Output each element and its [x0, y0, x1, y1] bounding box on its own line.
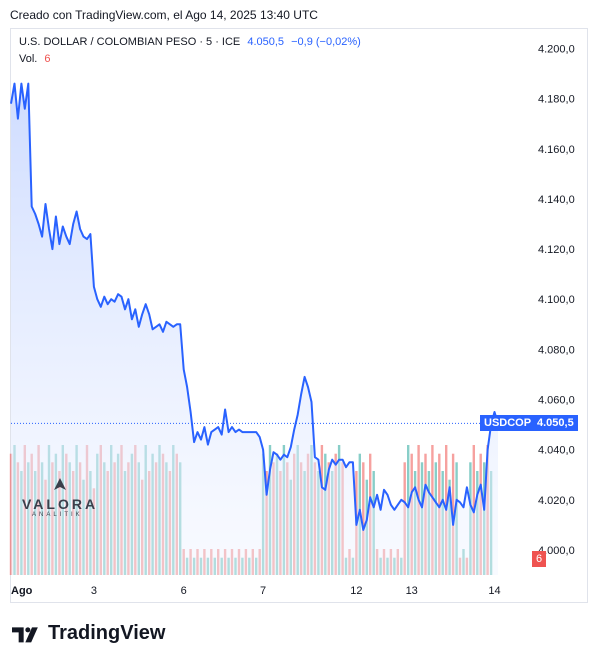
- symbol-tag: USDCOP: [480, 415, 536, 432]
- price-change: −0,9 (−0,02%): [291, 36, 361, 48]
- x-tick-label: 13: [406, 585, 418, 597]
- x-tick-label: 7: [260, 585, 266, 597]
- tradingview-logo-icon: [12, 626, 38, 642]
- last-price: 4.050,5: [247, 36, 285, 48]
- price-line: [10, 82, 499, 531]
- y-tick-label: 4.120,0: [538, 244, 575, 256]
- symbol-label[interactable]: U.S. DOLLAR / COLOMBIAN PESO · 5 · ICE: [19, 36, 241, 48]
- y-tick-label: 4.100,0: [538, 294, 575, 306]
- volume-legend: Vol. 6: [19, 53, 51, 65]
- y-tick-label: 4.140,0: [538, 194, 575, 206]
- y-tick-label: 4.180,0: [538, 94, 575, 106]
- y-tick-label: 4.000,0: [538, 545, 575, 557]
- volume-value: 6: [44, 53, 51, 65]
- valora-sub: ANALITIK: [32, 512, 83, 518]
- chart-caption: Creado con TradingView.com, el Ago 14, 2…: [10, 8, 318, 22]
- valora-logo-icon: [54, 478, 66, 490]
- chart-legend: U.S. DOLLAR / COLOMBIAN PESO · 5 · ICE 4…: [19, 36, 361, 48]
- y-tick-label: 4.080,0: [538, 344, 575, 356]
- y-tick-label: 4.020,0: [538, 495, 575, 507]
- y-axis[interactable]: 4.000,0 4.020,0 4.040,0 4.060,0 4.080,0 4.100…: [538, 44, 575, 557]
- tradingview-brand[interactable]: TradingView: [12, 622, 165, 645]
- volume-label: Vol.: [19, 53, 38, 65]
- price-area: [11, 83, 498, 575]
- x-tick-label: 6: [181, 585, 187, 597]
- tradingview-wordmark: TradingView: [48, 622, 166, 644]
- x-tick-label: 3: [91, 585, 97, 597]
- x-tick-label: Ago: [11, 585, 33, 597]
- x-tick-label: 12: [350, 585, 362, 597]
- valora-name: VALORA: [22, 496, 99, 512]
- y-tick-label: 4.160,0: [538, 144, 575, 156]
- x-axis[interactable]: Ago 3 6 7 12 13 14: [11, 585, 501, 597]
- x-tick-label: 14: [488, 585, 500, 597]
- valora-watermark: VALORA ANALITIK: [22, 478, 99, 518]
- y-tick-label: 4.060,0: [538, 395, 575, 407]
- price-tag: 4.050,5: [533, 415, 578, 432]
- y-tick-label: 4.040,0: [538, 445, 575, 457]
- y-tick-label: 4.200,0: [538, 44, 575, 56]
- volume-bar: [362, 462, 365, 575]
- volume-tag: 6: [532, 551, 547, 567]
